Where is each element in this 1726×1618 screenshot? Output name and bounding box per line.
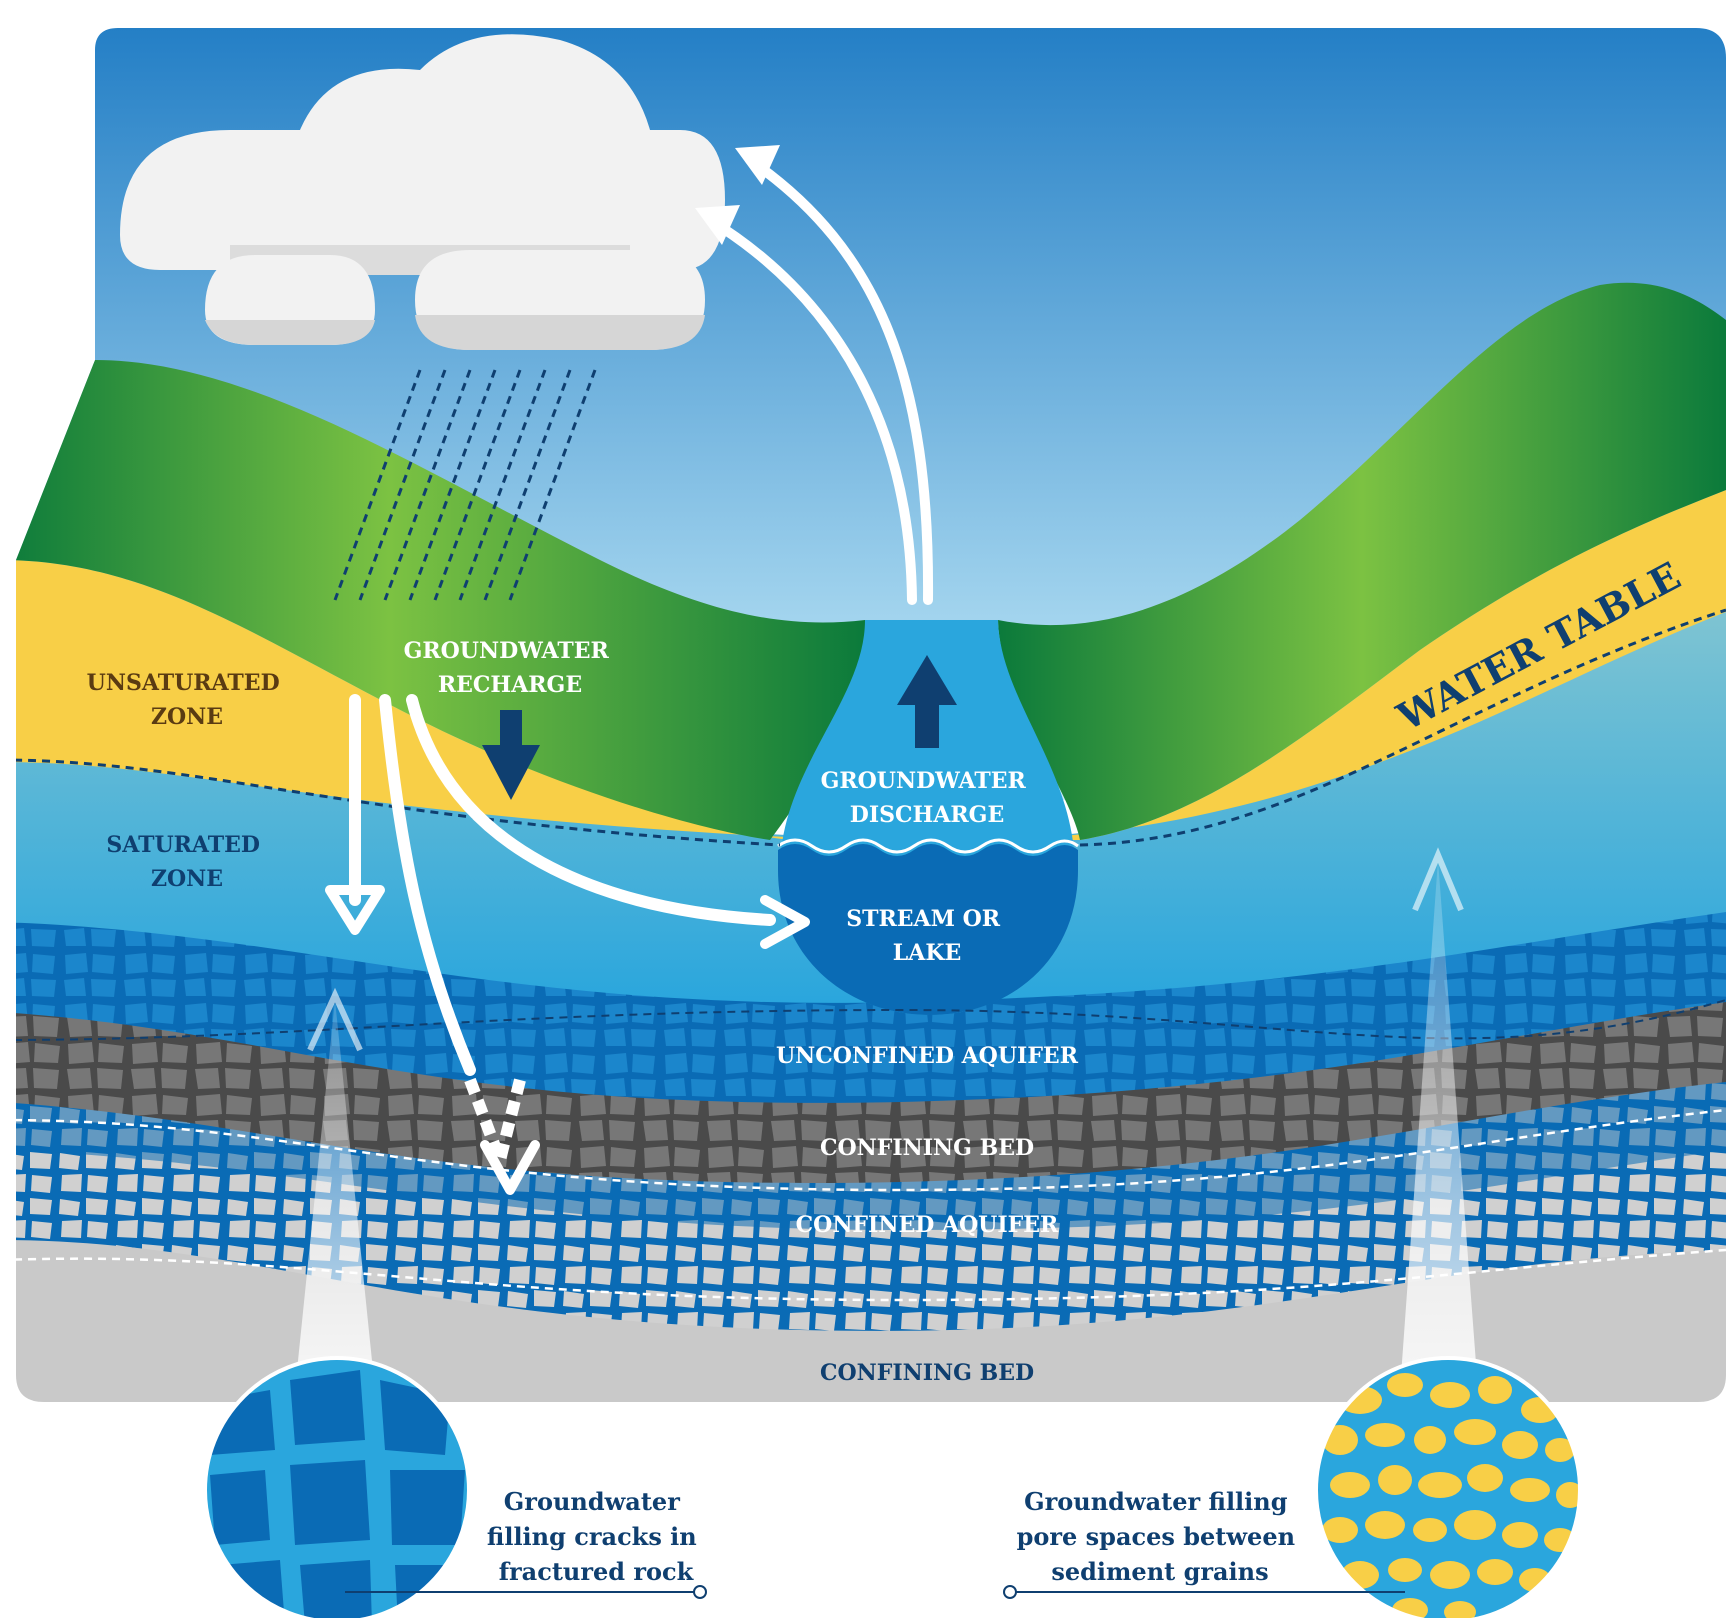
- unconfined-aquifer-layer: [16, 910, 1726, 1103]
- recharge-arrow-icon: [482, 710, 540, 800]
- groundwater-discharge-label: GROUNDWATER DISCHARGE: [821, 768, 1034, 828]
- upper-confining-bed-layer: [16, 1000, 1726, 1183]
- stream-or-lake-label: STREAM OR LAKE: [846, 906, 1008, 966]
- right-hill: [998, 282, 1726, 840]
- beam-left: [295, 1000, 375, 1390]
- confining-bed-upper-label: CONFINING BED: [820, 1135, 1034, 1161]
- sediment-grains-caption: Groundwater filling pore spaces between …: [1017, 1487, 1304, 1586]
- saturated-zone-label: SATURATED ZONE: [106, 832, 267, 892]
- fractured-rock-caption: Groundwater filling cracks in fractured …: [487, 1487, 705, 1586]
- evaporation-arrows: [705, 155, 934, 605]
- cloud-icon: [120, 34, 725, 350]
- groundwater-recharge-label: GROUNDWATER RECHARGE: [404, 638, 617, 698]
- confined-aquifer-label: CONFINED AQUIFER: [796, 1212, 1059, 1238]
- lake-water: [778, 844, 1078, 1015]
- left-hill: [16, 360, 866, 840]
- beam-right: [1400, 860, 1478, 1390]
- discharge-arrow-icon: [897, 655, 957, 748]
- callout-line-left: [345, 1585, 707, 1599]
- sediment-grains-circle: [1316, 1358, 1580, 1618]
- saturated-zone-layer: [16, 610, 1726, 1003]
- unconfined-aquifer-label: UNCONFINED AQUIFER: [776, 1043, 1079, 1069]
- water-table-line: [16, 608, 1726, 847]
- groundwater-flow-arrows: [349, 694, 776, 1076]
- fractured-rock-circle: [205, 1358, 469, 1618]
- confining-bed-lower-label: CONFINING BED: [820, 1360, 1034, 1386]
- callout-line-right: [1003, 1585, 1405, 1599]
- unsaturated-zone-label: UNSATURATED ZONE: [87, 670, 288, 730]
